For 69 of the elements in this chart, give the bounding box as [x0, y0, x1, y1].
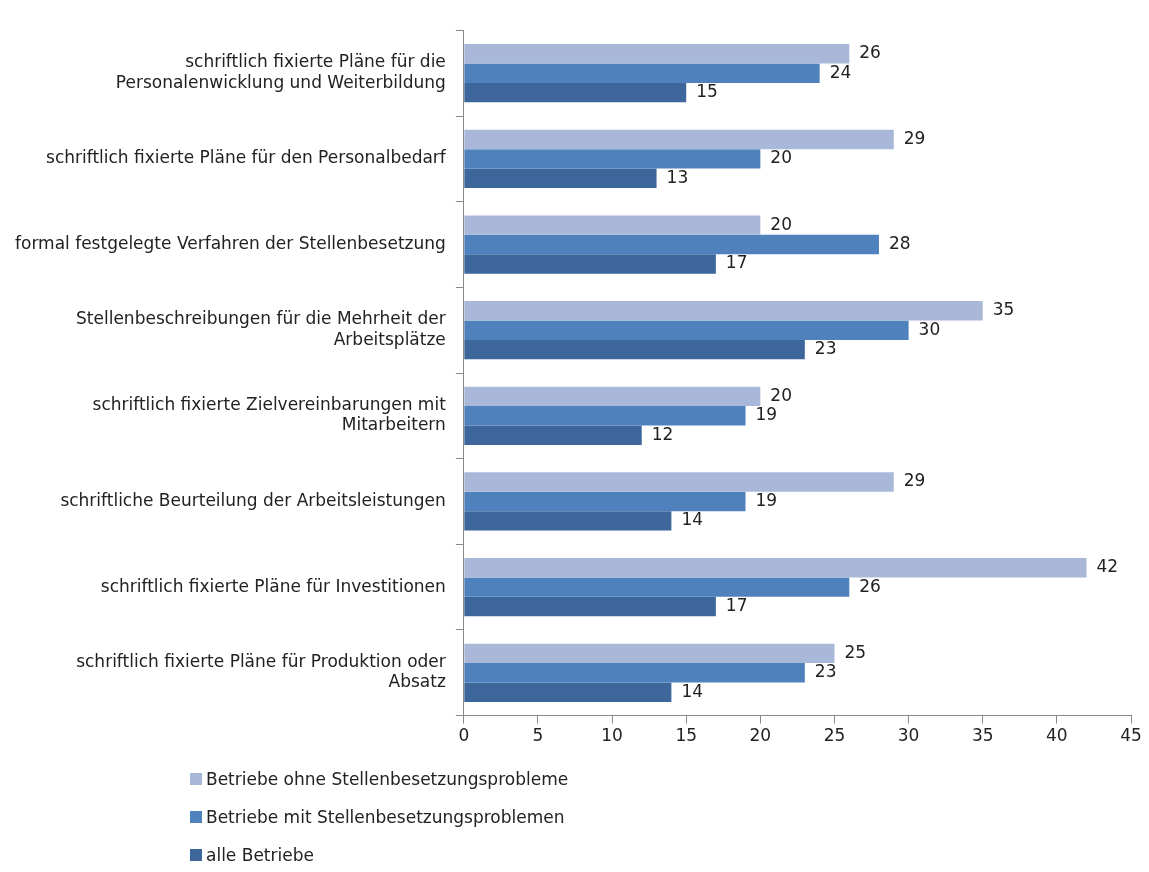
bar: [464, 254, 716, 274]
data-label: 26: [859, 42, 881, 63]
legend-label: Betriebe mit Stellenbesetzungsproblemen: [206, 807, 565, 827]
data-label: 42: [1096, 556, 1119, 577]
bar: [464, 149, 761, 169]
bar: [464, 425, 642, 445]
x-tick-label: 0: [458, 725, 470, 746]
bar: [464, 63, 820, 83]
x-tick-label: 20: [749, 725, 772, 746]
legend-label: Betriebe ohne Stellenbesetzungsprobleme: [206, 769, 569, 789]
bar: [464, 129, 894, 150]
bar: [464, 215, 761, 235]
y-tick-label: schriftlich fixierte Zielvereinbarungen mit Mitarbeitern: [92, 394, 447, 435]
data-label: 20: [770, 147, 792, 168]
x-tick-label: 35: [971, 725, 994, 746]
bar: [464, 663, 805, 683]
y-tick-label: schriftlich fixierte Pläne für Produktion oder Absatz: [76, 651, 446, 692]
y-tick-label: Stellenbeschreibungen für die Mehrheit der Arbeitsplätze: [76, 308, 446, 349]
bar: [464, 386, 761, 407]
bar: [464, 577, 850, 597]
bar: [464, 558, 1087, 578]
data-label: 25: [844, 641, 867, 662]
data-label: 20: [770, 213, 792, 234]
data-label: 14: [681, 680, 704, 701]
data-label: 17: [725, 252, 748, 273]
x-tick-label: 45: [1120, 725, 1142, 746]
data-label: 12: [651, 423, 674, 444]
bar: [464, 511, 672, 531]
data-label: 30: [918, 318, 941, 339]
bar: [464, 234, 879, 255]
data-label: 23: [814, 661, 837, 682]
data-label: 29: [903, 470, 926, 491]
data-label: 28: [888, 232, 911, 253]
bar: [464, 682, 672, 702]
bar: [464, 596, 716, 617]
bar: [464, 44, 850, 64]
data-label: 19: [755, 489, 778, 510]
bar: [464, 406, 746, 426]
data-label: 35: [992, 299, 1015, 320]
x-tick-label: 25: [823, 725, 846, 746]
data-label: 20: [770, 384, 792, 405]
legend-label: alle Betriebe: [206, 845, 314, 865]
bar: [464, 168, 657, 188]
y-tick-label: schriftliche Beurteilung der Arbeitsleistungen: [60, 489, 446, 510]
y-tick-label: schriftlich fixierte Pläne für die Personalenwicklung und Weiterbildung: [115, 51, 446, 92]
bar: [464, 643, 835, 664]
data-label: 19: [755, 404, 778, 425]
data-label: 23: [814, 338, 837, 359]
bar: [464, 472, 894, 492]
y-tick-label: formal festgelegte Verfahren der Stellenbesetzung: [14, 232, 446, 253]
data-label: 14: [681, 509, 704, 530]
data-label: 15: [696, 81, 718, 102]
x-tick-label: 10: [601, 725, 623, 746]
x-tick-label: 5: [532, 725, 544, 746]
data-label: 29: [903, 127, 926, 148]
bar: [464, 301, 983, 321]
data-label: 24: [829, 61, 852, 82]
y-tick-label: schriftlich fixierte Pläne für Investitionen: [100, 575, 446, 596]
x-tick-label: 15: [675, 725, 698, 746]
y-tick-label: schriftlich fixierte Pläne für den Personalbedarf: [46, 147, 447, 168]
data-label: 17: [725, 594, 748, 615]
bar: [464, 491, 746, 512]
bar: [464, 82, 687, 103]
x-tick-label: 40: [1046, 725, 1068, 746]
bar: [464, 339, 805, 360]
bar: [464, 320, 909, 340]
x-tick-label: 30: [897, 725, 920, 746]
data-label: 26: [859, 575, 881, 596]
data-label: 13: [666, 166, 689, 187]
